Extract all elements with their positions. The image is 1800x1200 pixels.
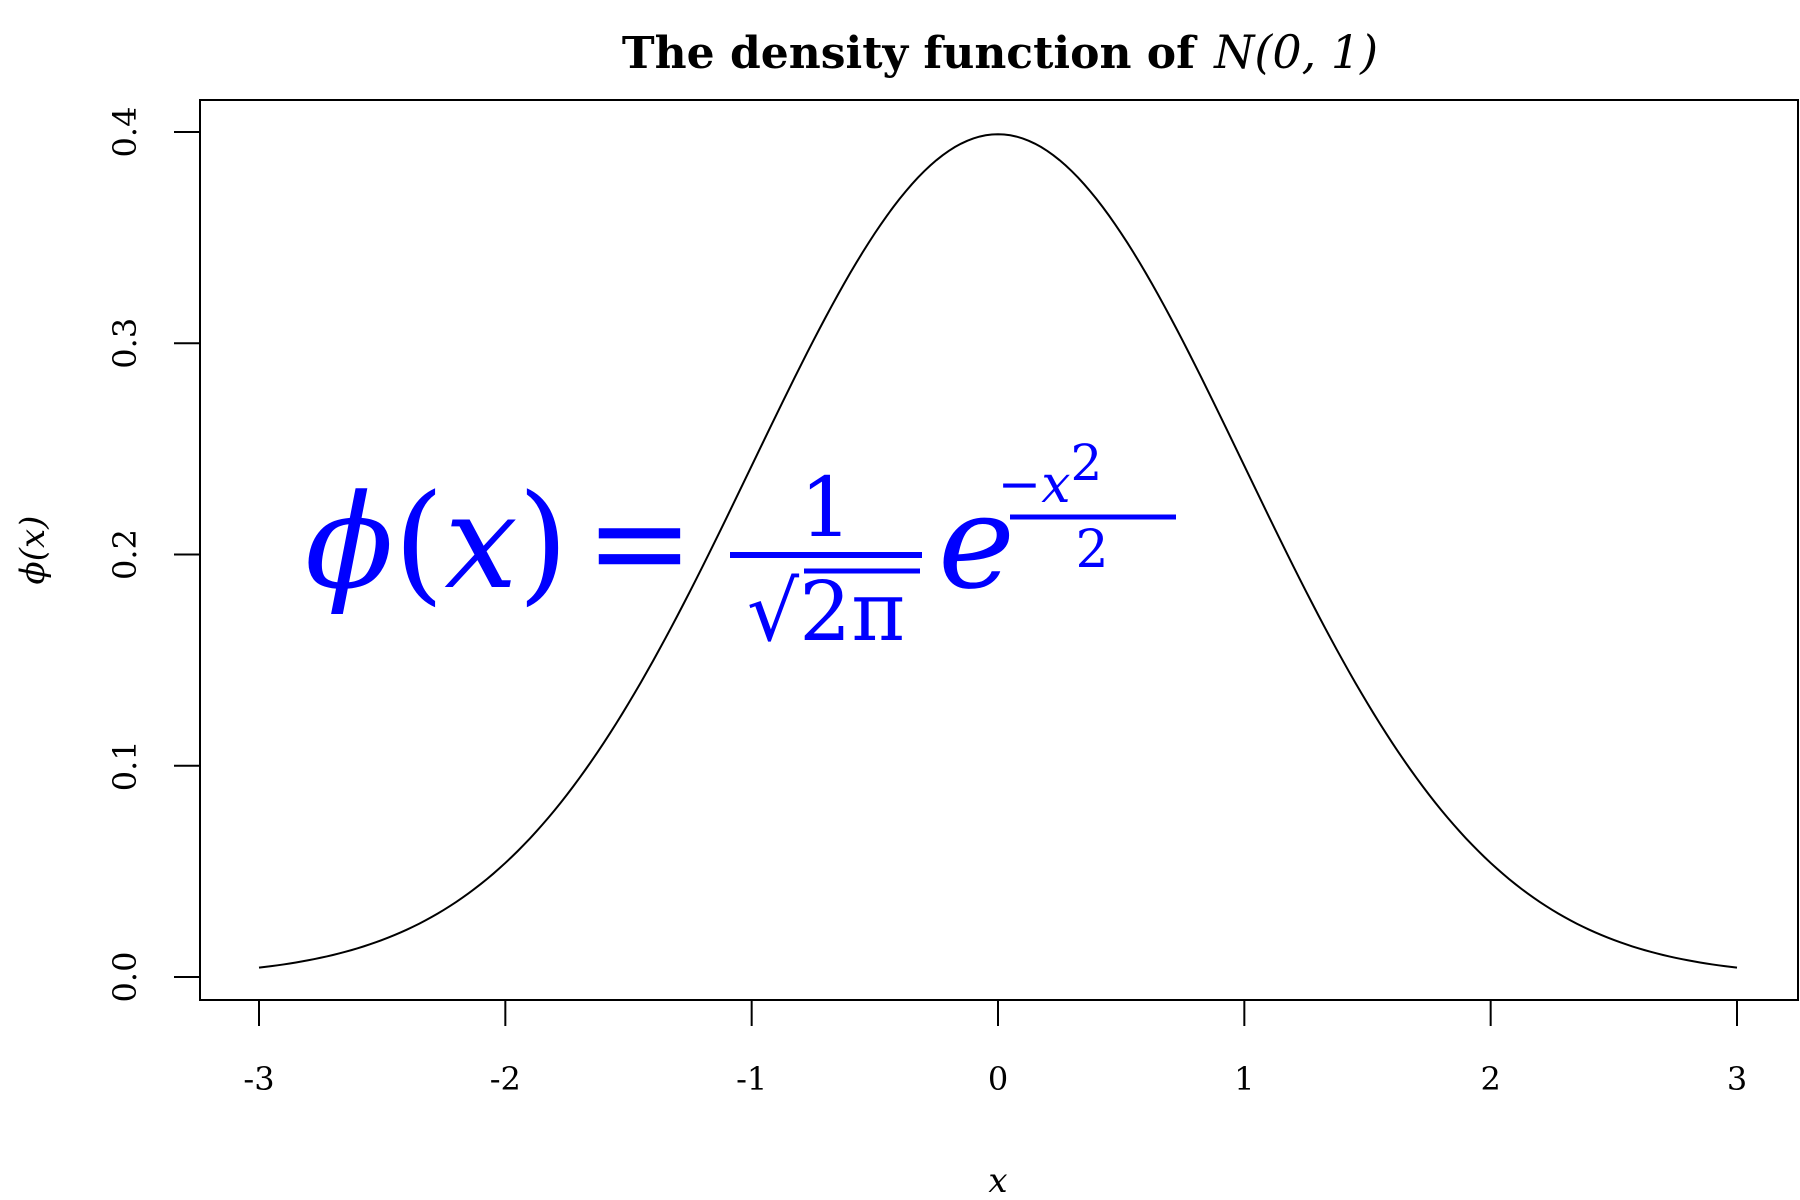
x-axis-label: x [988,1161,1007,1200]
formula-close-paren: ) [518,466,569,618]
x-axis: -3 -2 -1 0 1 2 3 [243,1000,1747,1098]
x-tick-label: 0 [988,1060,1008,1098]
formula-denominator-value: 2π [799,565,905,660]
x-tick-label: 2 [1480,1060,1500,1098]
y-axis: 0.0 0.1 0.2 0.3 0.4 [106,107,200,1003]
formula-sqrt-icon: √ [747,565,800,660]
y-tick-label: 0.0 [106,952,144,1003]
formula-lhs: ϕ(x) [305,466,568,618]
density-curve [258,133,1738,969]
x-tick-label: 3 [1727,1060,1747,1098]
formula-phi: ϕ [305,466,394,618]
chart-title: The density function of N(0, 1) [622,25,1378,79]
chart-title-text: The density function of [622,28,1198,79]
x-tick-label: -3 [243,1060,274,1098]
formula-exp-minus-x: −x [998,455,1071,515]
y-tick-label: 0.3 [106,318,144,369]
formula-exp-numerator: −x2 [998,434,1103,515]
chart-title-math: N(0, 1) [1213,25,1378,79]
x-tick-label: 1 [1234,1060,1254,1098]
formula-open-paren: ( [394,466,445,618]
x-tick-label: -2 [490,1060,521,1098]
y-tick-label: 0.1 [106,740,144,791]
formula-exp-power: 2 [1071,434,1103,492]
y-tick-label: 0.4 [106,107,144,158]
y-tick-label: 0.2 [106,529,144,580]
formula-denominator: √2π [747,565,905,660]
formula-annotation: ϕ(x) = 1 √2π e −x2 2 [305,434,1176,660]
formula-x: x [444,466,517,618]
formula-exp-denominator: 2 [1075,520,1108,580]
formula-equals: = [585,466,694,618]
formula-numerator: 1 [800,461,852,556]
x-tick-label: -1 [736,1060,767,1098]
y-axis-label: ϕ(x) [13,516,53,585]
formula-base: e [938,466,1015,618]
